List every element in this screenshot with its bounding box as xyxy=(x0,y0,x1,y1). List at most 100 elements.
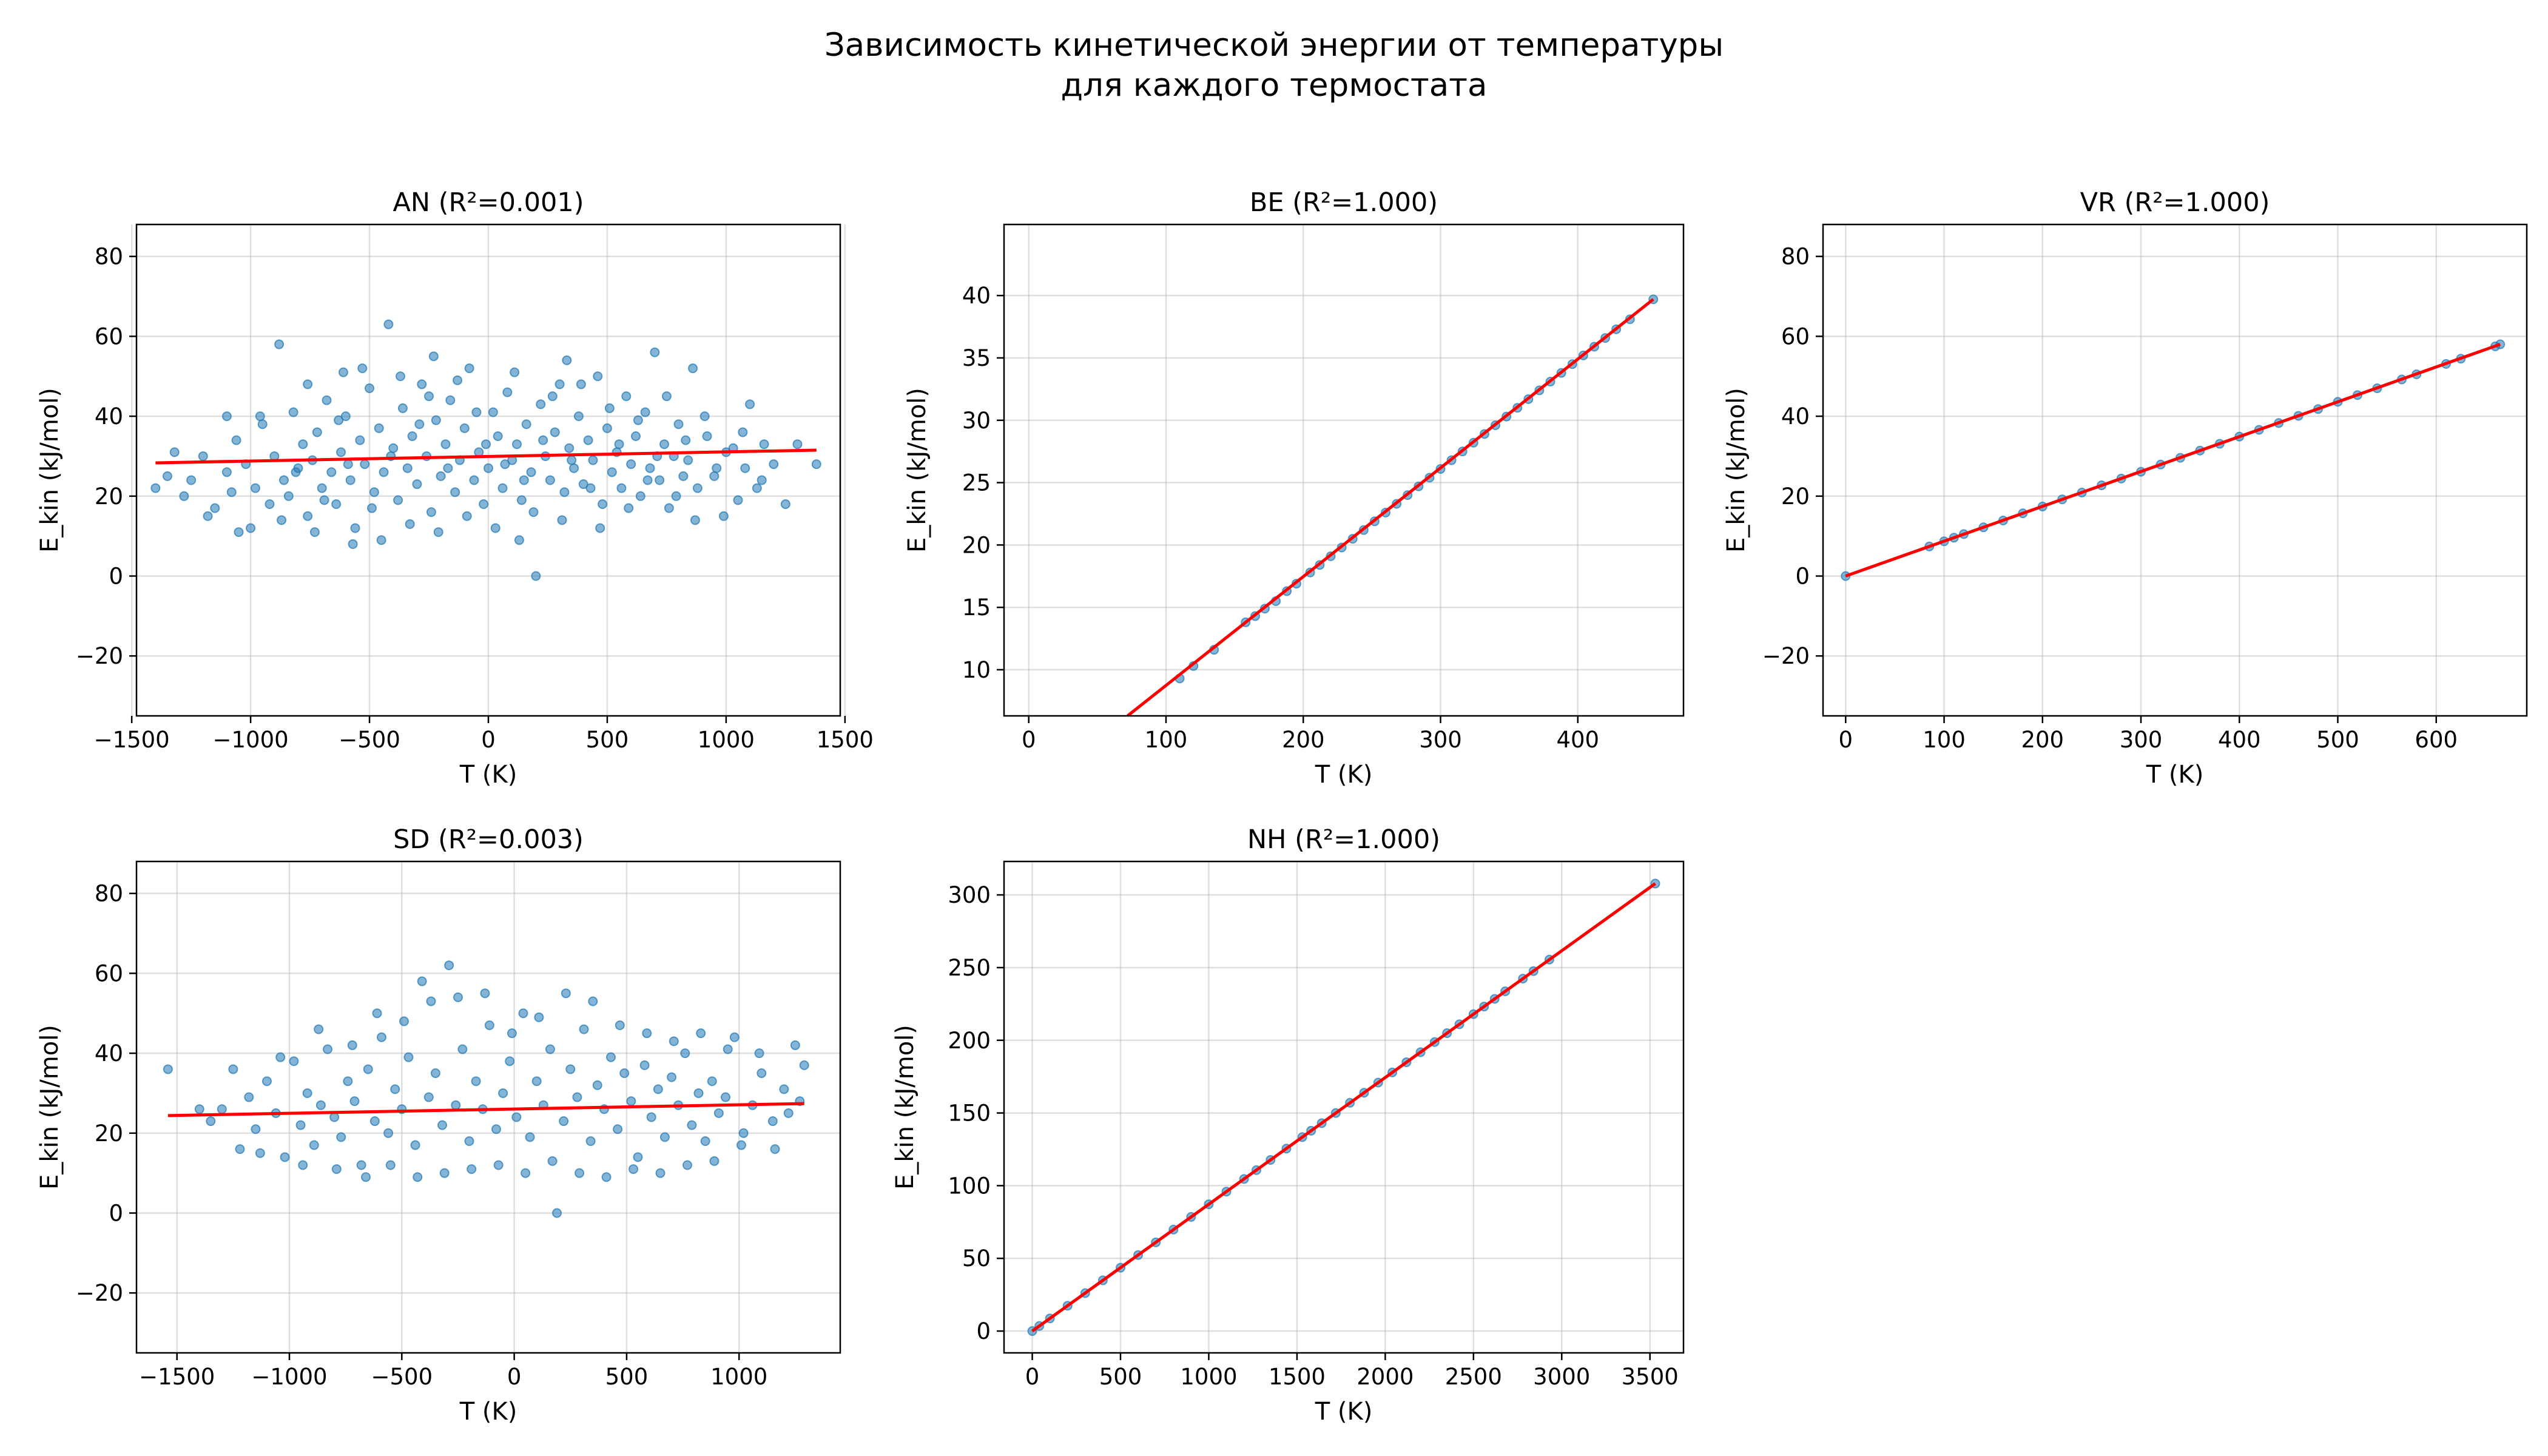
data-point xyxy=(531,1076,542,1087)
data-point xyxy=(626,459,636,470)
data-point xyxy=(309,527,320,538)
data-point xyxy=(413,1172,423,1182)
data-point xyxy=(226,487,237,497)
data-point xyxy=(376,1032,386,1042)
subplot-vr: 0 100 200 300 400 500 600 −20 0 20 40 60 80 VR (R²=1.… xyxy=(1722,187,2528,789)
data-point xyxy=(616,483,627,493)
data-point xyxy=(385,1160,396,1170)
data-point xyxy=(345,475,356,485)
subplot-title: VR (R²=1.000) xyxy=(2080,187,2270,218)
data-point xyxy=(317,483,327,493)
data-point xyxy=(361,1172,371,1182)
data-point xyxy=(757,475,767,485)
data-point xyxy=(536,399,546,410)
data-point xyxy=(374,423,384,433)
data-point xyxy=(369,1116,380,1127)
axes-frame xyxy=(1003,223,1685,717)
data-point xyxy=(257,419,268,430)
data-point xyxy=(261,1076,272,1087)
y-tick-label: 10 xyxy=(962,657,991,683)
data-point xyxy=(646,1112,656,1122)
data-point xyxy=(445,395,456,405)
data-point xyxy=(291,467,301,477)
data-point xyxy=(605,1052,616,1062)
data-point xyxy=(575,1168,585,1178)
data-point xyxy=(531,571,541,581)
data-point xyxy=(511,1112,522,1122)
data-point xyxy=(423,1092,434,1102)
x-tick-label: 1000 xyxy=(698,727,755,753)
data-point xyxy=(426,507,436,517)
data-point xyxy=(567,455,577,465)
data-point xyxy=(163,1064,173,1074)
data-point xyxy=(410,1140,420,1150)
axes-frame xyxy=(135,223,841,717)
data-point xyxy=(393,495,403,505)
x-tick-label: 500 xyxy=(605,1364,649,1390)
data-point xyxy=(228,1064,238,1074)
x-tick-label: 100 xyxy=(1923,727,1966,753)
subplot-title: NH (R²=1.000) xyxy=(1247,824,1440,855)
data-point xyxy=(565,1064,576,1074)
fit-line xyxy=(1127,298,1654,716)
data-point xyxy=(525,1132,535,1142)
data-point xyxy=(376,535,386,545)
x-tick-label: 300 xyxy=(2120,727,2163,753)
data-point xyxy=(288,407,298,417)
data-point xyxy=(326,467,337,477)
data-point xyxy=(780,499,790,509)
data-point xyxy=(601,1172,612,1182)
y-axis-label: E_kin (kJ/mol) xyxy=(36,388,64,553)
data-point xyxy=(633,1152,643,1162)
data-point xyxy=(397,403,408,413)
data-point xyxy=(713,1108,724,1118)
data-point xyxy=(659,1132,670,1142)
y-tick-label: 20 xyxy=(95,1121,123,1147)
data-point xyxy=(250,483,260,493)
data-point xyxy=(757,1068,767,1079)
data-point xyxy=(309,1140,319,1150)
data-point xyxy=(255,1148,265,1158)
data-point xyxy=(221,411,232,422)
data-point xyxy=(336,1132,346,1142)
data-point xyxy=(579,1024,589,1034)
x-axis-label: T (K) xyxy=(459,761,517,789)
y-tick-label: 60 xyxy=(95,960,123,986)
data-point xyxy=(745,399,755,410)
x-tick-label: −1500 xyxy=(139,1364,215,1390)
data-point xyxy=(340,411,351,422)
data-point xyxy=(783,1108,794,1118)
data-point xyxy=(626,1096,636,1107)
x-tick-label: 0 xyxy=(481,727,496,753)
x-tick-label: −1500 xyxy=(94,727,170,753)
data-point xyxy=(383,319,394,329)
data-point xyxy=(709,1156,720,1166)
y-axis-label: E_kin (kJ/mol) xyxy=(891,1025,919,1190)
data-point xyxy=(733,495,743,505)
x-axis-label: T (K) xyxy=(1315,1398,1373,1426)
data-point xyxy=(488,407,498,417)
data-point xyxy=(179,491,189,501)
data-point xyxy=(493,1160,504,1170)
data-point xyxy=(510,367,520,377)
subplot-grid: −1500 −1000 −500 0 500 1000 1500−20020406080AN… xyxy=(36,187,2528,1426)
data-point xyxy=(278,475,289,485)
data-point xyxy=(650,347,660,357)
data-point xyxy=(426,996,436,1006)
data-point xyxy=(493,431,503,442)
y-axis-label: E_kin (kJ/mol) xyxy=(1722,388,1750,553)
x-tick-label: 3500 xyxy=(1622,1364,1679,1390)
data-point xyxy=(655,1168,666,1178)
x-tick-label: 2500 xyxy=(1445,1364,1502,1390)
data-point xyxy=(585,483,596,493)
data-point xyxy=(437,1120,448,1130)
data-point xyxy=(759,439,769,450)
data-point xyxy=(688,363,698,374)
data-point xyxy=(407,431,417,442)
data-point xyxy=(251,1124,261,1134)
data-point xyxy=(314,1024,324,1034)
data-point xyxy=(569,463,579,473)
data-point xyxy=(451,1100,461,1110)
data-point xyxy=(453,375,463,385)
y-tick-label: 200 xyxy=(948,1028,991,1054)
